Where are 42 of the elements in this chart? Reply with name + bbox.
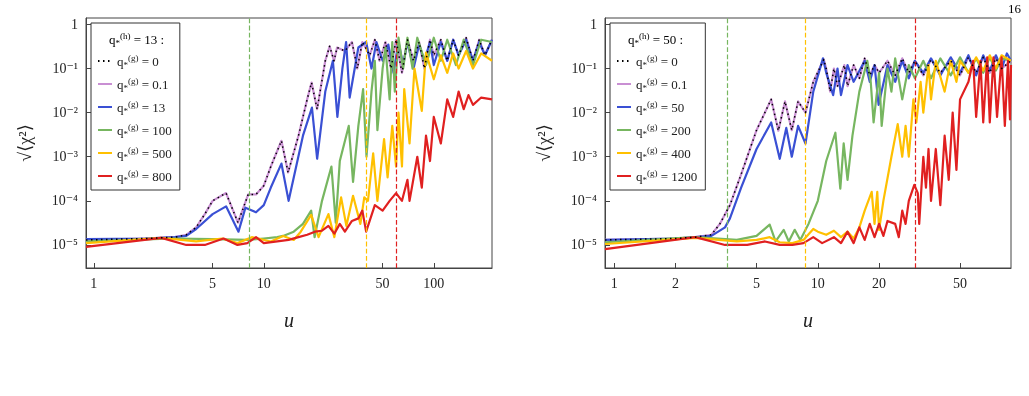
y-axis-title: √⟨χ²⟩ <box>534 124 554 162</box>
legend-label: q*(g) = 0.1 <box>117 75 169 93</box>
y-tick-label: 10⁻¹ <box>571 61 597 77</box>
legend-label: q*(g) = 400 <box>636 144 691 162</box>
y-tick-label: 10⁻⁵ <box>51 237 79 253</box>
x-tick-label: 1 <box>610 275 618 291</box>
y-tick-label: 10⁻¹ <box>52 61 78 77</box>
y-tick-label: 10⁻⁴ <box>51 193 79 209</box>
y-tick-label: 10⁻³ <box>571 149 597 165</box>
legend-label: q*(g) = 50 <box>636 98 685 116</box>
x-tick-label: 20 <box>872 275 887 291</box>
legend-title: q*(h) = 50 : <box>628 30 684 48</box>
y-tick-label: 1 <box>590 16 597 32</box>
legend-label: q*(g) = 100 <box>117 121 172 139</box>
x-tick-label: 5 <box>753 275 761 291</box>
legend-label: q*(g) = 0.1 <box>636 75 688 93</box>
y-tick-label: 1 <box>71 16 78 32</box>
y-tick-label: 10⁻³ <box>52 149 78 165</box>
legend-title: q*(h) = 13 : <box>109 30 165 48</box>
legend-label: q*(g) = 0 <box>117 52 159 70</box>
x-axis-title: u <box>803 309 813 331</box>
x-axis-title: u <box>284 309 294 331</box>
legend-label: q*(g) = 200 <box>636 121 691 139</box>
y-tick-label: 10⁻⁵ <box>570 237 598 253</box>
x-tick-label: 5 <box>209 275 217 291</box>
x-tick-label: 10 <box>256 275 271 291</box>
legend-label: q*(g) = 800 <box>117 167 172 185</box>
legend-label: q*(g) = 500 <box>117 144 172 162</box>
x-tick-label: 2 <box>672 275 680 291</box>
x-tick-label: 100 <box>423 275 445 291</box>
y-axis-title: √⟨χ²⟩ <box>15 124 35 162</box>
x-tick-label: 10 <box>810 275 825 291</box>
y-tick-label: 10⁻² <box>571 105 597 121</box>
x-tick-label: 1 <box>90 275 98 291</box>
y-tick-label: 10⁻² <box>52 105 78 121</box>
legend-label: q*(g) = 0 <box>636 52 678 70</box>
x-tick-label: 50 <box>375 275 390 291</box>
y-tick-label: 10⁻⁴ <box>570 193 598 209</box>
text: 16 <box>1008 1 1022 16</box>
legend-label: q*(g) = 13 <box>117 98 166 116</box>
x-tick-label: 50 <box>953 275 968 291</box>
legend-label: q*(g) = 1200 <box>636 167 698 185</box>
